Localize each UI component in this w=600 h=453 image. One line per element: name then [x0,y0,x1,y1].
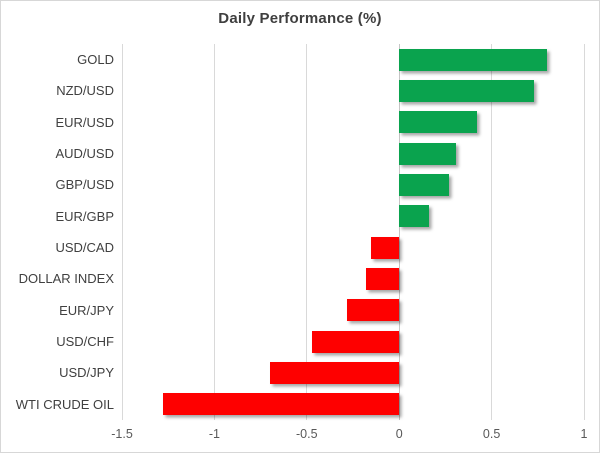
bar [399,48,548,71]
bar [371,236,400,259]
category-label: EUR/USD [55,114,114,130]
plot-area [121,44,585,420]
x-tick-label: -1.5 [111,427,133,441]
category-label: WTI CRUDE OIL [15,396,114,412]
x-tick-label: 0.5 [482,427,501,441]
bar [399,111,477,134]
zero-axis-line [398,44,400,420]
category-label: USD/CHF [56,334,114,349]
category-label: GBP/USD [55,177,114,193]
chart-title: Daily Performance (%) [218,10,382,27]
gridline [306,44,308,420]
category-label: EUR/GBP [55,208,114,224]
bar [162,393,400,416]
category-label: USD/CAD [55,240,114,255]
bar [399,80,535,102]
category-label: NZD/USD [56,83,114,99]
x-tick-label: 0 [395,427,403,441]
category-label: AUD/USD [55,146,114,161]
bar [269,362,400,384]
gridline [583,44,585,420]
bar [347,299,400,322]
x-tick-label: 1 [580,427,588,441]
bar [399,142,457,165]
gridline [213,44,215,420]
x-axis-tick-labels: -1.5 -1 -0.5 0 0.5 1 [111,427,587,447]
gridline [491,44,493,420]
y-axis-category-labels: GOLD NZD/USD EUR/USD AUD/USD GBP/USD EUR/GBP U… [1,44,114,420]
category-label: USD/JPY [59,365,114,381]
bar [399,205,429,228]
bar [365,268,400,290]
category-label: GOLD [77,52,114,67]
x-tick-label: -1 [208,427,220,441]
bar [399,174,450,196]
category-label: DOLLAR INDEX [18,271,114,287]
bar [312,330,400,353]
category-label: EUR/JPY [59,302,114,318]
x-tick-label: -0.5 [296,427,318,441]
gridline [121,44,123,420]
